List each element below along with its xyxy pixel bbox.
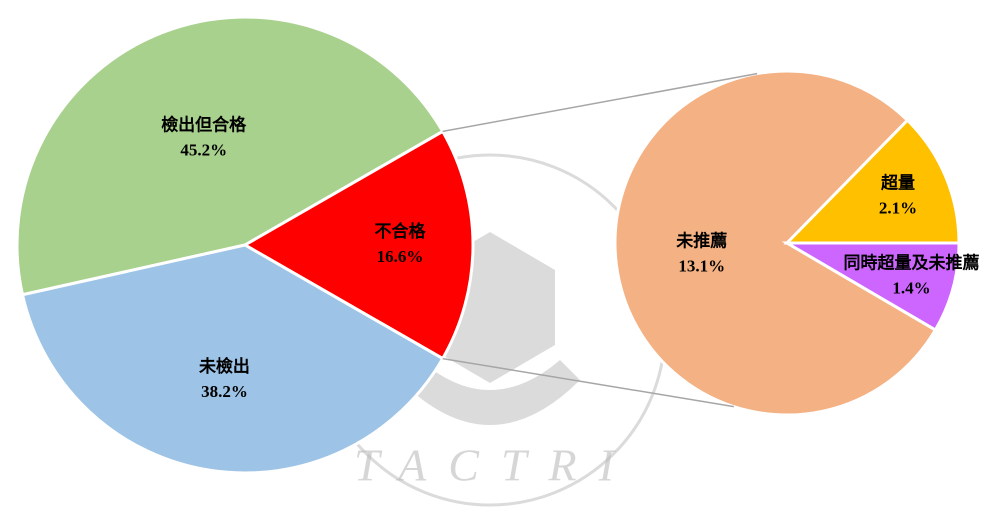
slice-label: 不合格 [375, 221, 427, 241]
slice-value-label: 16.6% [377, 247, 424, 266]
slice-label: 超量 [881, 172, 915, 192]
slice-value-label: 13.1% [678, 256, 725, 275]
slice-value-label: 1.4% [892, 279, 930, 298]
pie-slice [15, 15, 445, 297]
connector-line [442, 72, 758, 133]
pie-slice [783, 118, 961, 245]
pie-slice [613, 69, 938, 417]
slice-label: 未推薦 [675, 230, 727, 250]
slice-value-label: 2.1% [879, 198, 917, 217]
connector-line [442, 357, 734, 408]
slice-label: 同時超量及未推薦 [843, 253, 979, 273]
slice-value-label: 38.2% [201, 382, 248, 401]
pie-slice [241, 129, 475, 361]
watermark-text: TACTRI [354, 440, 636, 491]
pie-slice [20, 243, 445, 475]
slice-label: 檢出但合格 [161, 115, 247, 135]
slice-value-label: 45.2% [180, 141, 227, 160]
slice-label: 未檢出 [198, 356, 250, 376]
pie-slice [781, 241, 961, 332]
